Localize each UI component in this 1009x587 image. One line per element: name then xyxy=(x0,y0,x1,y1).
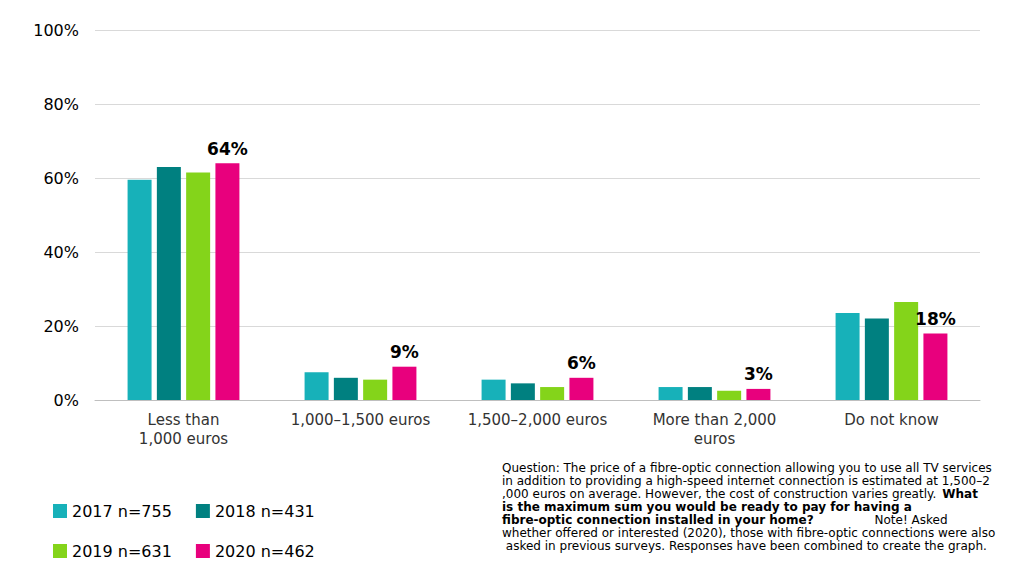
svg-text:euros: euros xyxy=(694,430,736,448)
svg-text:100%: 100% xyxy=(33,21,79,40)
svg-text:80%: 80% xyxy=(43,95,79,114)
svg-text:40%: 40% xyxy=(43,243,79,262)
svg-text:Note! Asked: Note! Asked xyxy=(874,513,951,527)
svg-text:Do not know: Do not know xyxy=(844,411,938,429)
svg-text:6%: 6% xyxy=(567,353,596,373)
svg-text:More than 2,000: More than 2,000 xyxy=(653,411,777,429)
svg-text:18%: 18% xyxy=(915,309,956,329)
svg-text:1,000–1,500 euros: 1,000–1,500 euros xyxy=(291,411,431,429)
svg-text:1,500–2,000 euros: 1,500–2,000 euros xyxy=(468,411,608,429)
svg-text:60%: 60% xyxy=(43,169,79,188)
svg-text:2017 n=755: 2017 n=755 xyxy=(72,502,172,521)
svg-text:fibre-optic connection install: fibre-optic connection installed in your… xyxy=(502,513,814,527)
svg-text:is the maximum sum you would b: is the maximum sum you would be ready to… xyxy=(502,500,916,514)
svg-text:1,000 euros: 1,000 euros xyxy=(139,430,228,448)
svg-text:asked in previous surveys. Res: asked in previous surveys. Responses hav… xyxy=(502,539,987,553)
svg-text:3%: 3% xyxy=(744,364,773,384)
svg-text:,000 euros on average. However: ,000 euros on average. However, the cost… xyxy=(502,487,940,501)
svg-text:whether offered or interested: whether offered or interested (2020), th… xyxy=(502,526,995,540)
svg-text:20%: 20% xyxy=(43,317,79,336)
svg-text:2020 n=462: 2020 n=462 xyxy=(215,542,315,561)
svg-text:Question: The price of a fibre: Question: The price of a fibre-optic con… xyxy=(502,461,996,475)
svg-text:0%: 0% xyxy=(54,391,79,410)
svg-text:Less than: Less than xyxy=(148,411,220,429)
svg-text:in addition to providing a hig: in addition to providing a high-speed in… xyxy=(502,474,990,488)
svg-text:64%: 64% xyxy=(207,139,248,159)
svg-text:What: What xyxy=(942,487,982,501)
svg-text:2018 n=431: 2018 n=431 xyxy=(215,502,315,521)
svg-text:2019 n=631: 2019 n=631 xyxy=(72,542,172,561)
svg-text:9%: 9% xyxy=(390,342,419,362)
